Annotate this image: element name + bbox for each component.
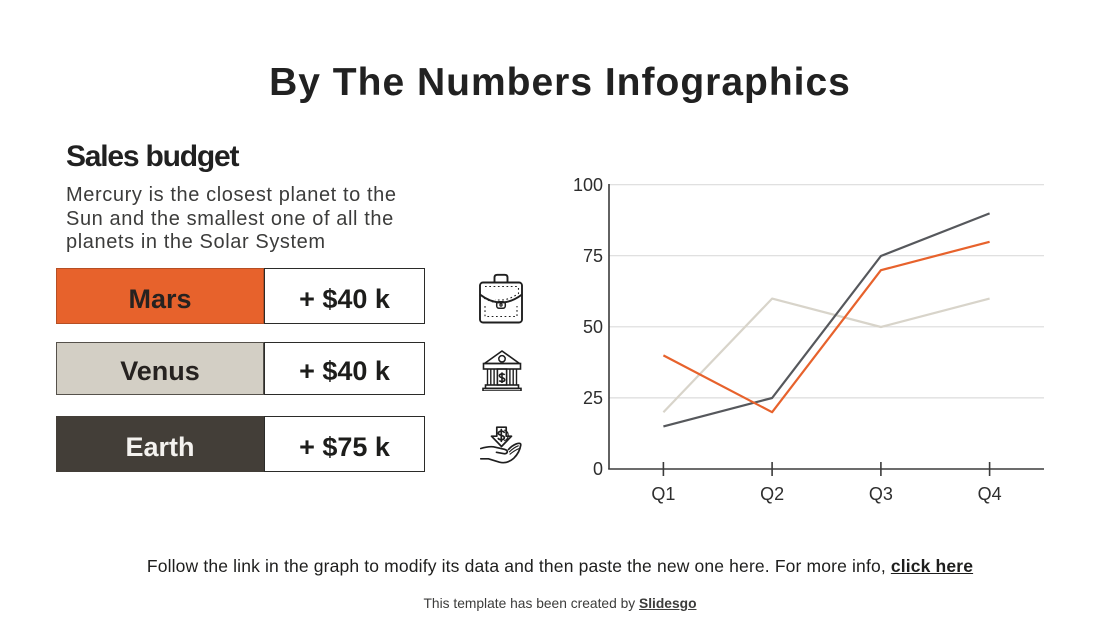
svg-text:Q1: Q1 <box>651 484 675 504</box>
svg-text:75: 75 <box>583 246 603 266</box>
svg-text:Q4: Q4 <box>978 484 1002 504</box>
svg-text:0: 0 <box>593 459 603 479</box>
svg-text:25: 25 <box>583 388 603 408</box>
svg-text:50: 50 <box>583 317 603 337</box>
svg-text:Q3: Q3 <box>869 484 893 504</box>
svg-text:Q2: Q2 <box>760 484 784 504</box>
svg-text:100: 100 <box>573 175 603 195</box>
